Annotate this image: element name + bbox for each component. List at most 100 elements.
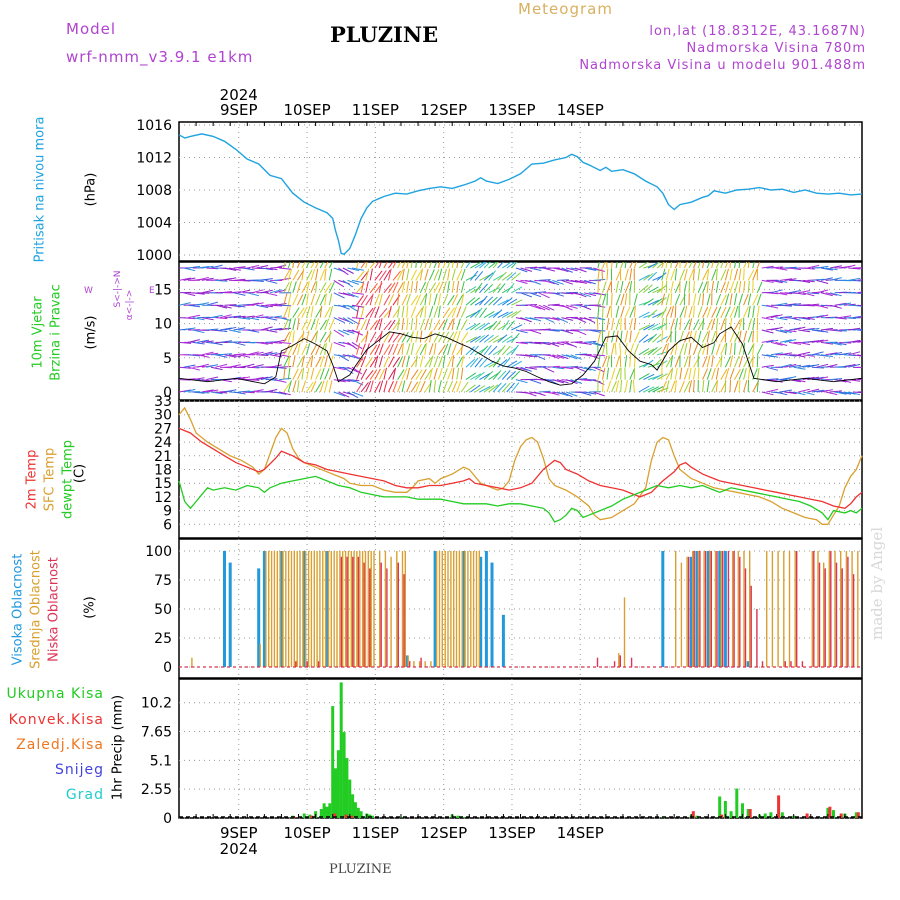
cloud-bar — [287, 551, 290, 667]
wind-barb — [351, 304, 364, 308]
wind-barb — [665, 356, 673, 368]
wind-barb — [228, 364, 241, 368]
wind-barb — [210, 264, 223, 269]
wind-barb — [830, 352, 842, 356]
wind-barb — [525, 366, 537, 370]
wind-barb — [401, 380, 406, 393]
wind-barb — [338, 317, 350, 323]
wind-barb — [279, 317, 291, 321]
wind-barb — [470, 309, 481, 318]
wind-barb — [378, 262, 382, 269]
cloud-bar — [847, 556, 849, 667]
wind-barb — [247, 329, 260, 333]
cloud-bar — [223, 551, 226, 667]
cloud-bar — [857, 551, 859, 667]
wind-barb — [624, 293, 628, 306]
wind-barb — [442, 262, 447, 269]
wind-barb — [511, 382, 520, 393]
wind-barb — [543, 366, 555, 373]
cloud-bar — [319, 551, 321, 667]
wind-barb — [825, 292, 838, 296]
wind-barb — [415, 262, 417, 269]
wind-barb — [365, 357, 373, 368]
cloud-bar — [407, 655, 409, 667]
wind-barb — [770, 314, 783, 319]
wind-barb — [447, 368, 453, 380]
wind-barb — [460, 355, 465, 368]
wind-barb — [643, 336, 655, 343]
precip-bar — [729, 811, 733, 818]
wind-barb — [465, 336, 477, 343]
wind-barb — [424, 268, 429, 281]
wind-barb — [369, 344, 378, 356]
wind-barb — [251, 314, 264, 319]
wind-barb — [802, 391, 815, 396]
wind-barb — [611, 262, 613, 269]
wind-barb — [556, 341, 569, 343]
wind-barb — [406, 262, 409, 269]
wind-barb — [397, 318, 400, 331]
wind-barb — [597, 262, 600, 269]
wind-barb — [201, 277, 214, 281]
wind-barb — [201, 317, 214, 321]
wind-barb — [638, 334, 649, 343]
precip-bar — [350, 815, 354, 818]
wind-barb — [789, 267, 802, 271]
wind-barb — [465, 346, 475, 356]
wind-barb — [793, 366, 806, 370]
wind-barb — [210, 366, 223, 371]
wind-barb — [593, 278, 606, 281]
wind-barb — [356, 270, 365, 281]
temp2m-line — [178, 427, 863, 509]
wind-barb — [260, 341, 273, 345]
wind-barb — [215, 279, 228, 282]
wind-barb — [201, 389, 214, 393]
wind-barb — [351, 292, 364, 295]
precip-legend-2: Zaledj.Kisa — [16, 737, 104, 753]
wind-barb — [283, 344, 291, 356]
wind-barb — [756, 281, 763, 293]
wind-barb — [287, 281, 292, 293]
wind-barb — [830, 265, 842, 269]
wind-barb — [287, 367, 291, 380]
wind-barb — [724, 262, 729, 269]
wind-barb — [743, 380, 748, 393]
wind-barb — [279, 304, 292, 307]
cloud-bar — [613, 661, 616, 667]
wind-barb — [734, 319, 741, 331]
wind-barb — [378, 293, 383, 306]
wind-barb — [460, 306, 467, 318]
cloud-bar — [703, 551, 705, 667]
wind-barb — [433, 367, 438, 380]
wind-barb — [715, 343, 721, 355]
cloud-bar — [424, 661, 426, 667]
wind-barb — [702, 293, 705, 306]
wind-barb — [479, 334, 490, 343]
wind-barb — [296, 342, 301, 355]
wind-barb — [374, 355, 379, 368]
wind-barb — [210, 341, 223, 346]
wind-barb — [593, 341, 605, 347]
wind-barb — [693, 367, 696, 380]
page-title: PLUZINE — [330, 22, 439, 47]
wind-barb — [247, 366, 260, 369]
wind-barb — [688, 269, 694, 281]
wind-barb — [706, 268, 710, 281]
wind-barb — [256, 341, 269, 345]
cloud-bar — [733, 551, 735, 667]
cloud-bar — [467, 551, 469, 667]
cloud-bar — [441, 551, 443, 667]
cloud-bar — [618, 653, 620, 667]
wind-barb — [697, 281, 704, 293]
wind-barb — [702, 368, 708, 380]
cloud-bar — [364, 551, 367, 667]
wind-barb — [324, 282, 332, 294]
wind-barb — [419, 268, 423, 281]
cloud-bar — [841, 568, 843, 667]
wind-barb — [652, 333, 662, 343]
wind-barb — [315, 381, 323, 393]
wind-barb — [502, 335, 513, 343]
wind-barb — [647, 323, 659, 331]
wind-barb — [265, 352, 278, 356]
wind-barb — [229, 341, 242, 343]
